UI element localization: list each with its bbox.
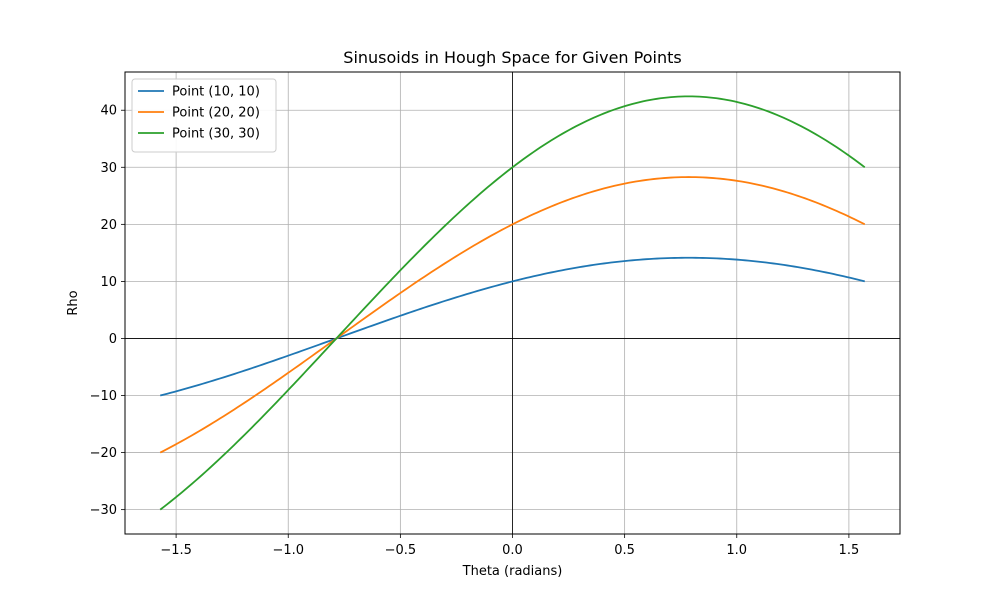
y-tick-label: 20 bbox=[100, 218, 117, 233]
y-tick-label: −20 bbox=[90, 446, 117, 461]
x-tick-label: 0.5 bbox=[614, 543, 635, 558]
legend-label: Point (20, 20) bbox=[172, 106, 260, 121]
x-tick-label: −1.0 bbox=[272, 543, 304, 558]
x-tick-label: −1.5 bbox=[160, 543, 192, 558]
y-tick-label: 0 bbox=[109, 332, 117, 347]
y-tick-label: 40 bbox=[100, 104, 117, 119]
y-tick-label: −30 bbox=[90, 503, 117, 518]
legend-box bbox=[131, 78, 277, 153]
x-tick-label: 1.5 bbox=[839, 543, 860, 558]
chart-title: Sinusoids in Hough Space for Given Point… bbox=[343, 48, 681, 67]
series-lines bbox=[159, 95, 866, 511]
x-tick-label: 0.0 bbox=[502, 543, 523, 558]
x-tick-label: 1.0 bbox=[726, 543, 747, 558]
legend-label: Point (30, 30) bbox=[172, 127, 260, 142]
legend-label: Point (10, 10) bbox=[172, 85, 260, 100]
series-line bbox=[160, 256, 865, 397]
y-axis-title: Rho bbox=[66, 290, 81, 315]
legend: Point (10, 10) Point (20, 20) Point (30, 3… bbox=[131, 78, 277, 153]
x-tick-label: −0.5 bbox=[385, 543, 417, 558]
zero-lines bbox=[125, 72, 900, 534]
series-line bbox=[159, 176, 866, 454]
x-axis-title: Theta (radians) bbox=[462, 564, 563, 579]
y-tick-label: −10 bbox=[90, 389, 117, 404]
ticks: −1.5 −1.0 −0.5 0.0 0.5 1.0 1.5 −30 −20 −10 0 10 20 30… bbox=[90, 104, 860, 558]
series-line bbox=[159, 95, 866, 511]
y-tick-label: 10 bbox=[100, 275, 117, 290]
y-tick-label: 30 bbox=[100, 161, 117, 176]
